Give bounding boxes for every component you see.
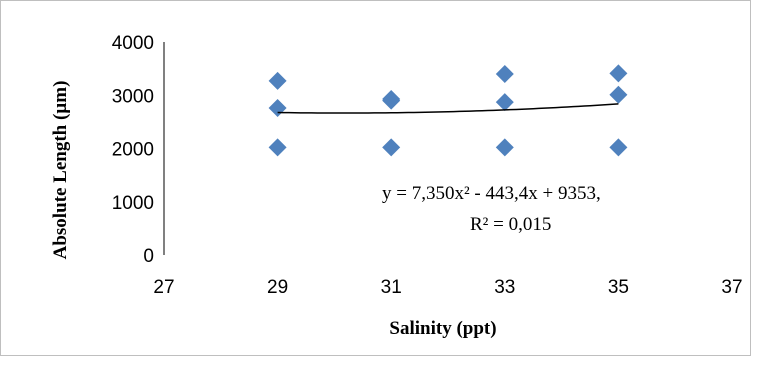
data-point: [382, 138, 401, 157]
trendline-r-squared: R² = 0,015: [470, 214, 551, 235]
y-tick-label: 3000: [112, 86, 154, 107]
y-tick-labels: 0 1000 2000 3000 4000: [112, 33, 154, 267]
data-point: [268, 71, 287, 90]
data-points: [268, 64, 628, 157]
x-tick-label: 35: [608, 277, 629, 298]
x-tick-label: 31: [381, 277, 402, 298]
trendline: [277, 103, 619, 114]
data-point: [609, 85, 628, 104]
data-point: [268, 138, 287, 157]
data-point: [495, 93, 514, 112]
y-tick-label: 4000: [112, 33, 154, 54]
data-point: [609, 138, 628, 157]
x-tick-label: 33: [494, 277, 515, 298]
trendline-equation: y = 7,350x² - 443,4x + 9353,: [382, 183, 601, 204]
data-point: [495, 64, 514, 83]
y-tick-label: 2000: [112, 140, 154, 161]
x-axis-title: Salinity (ppt): [389, 318, 496, 339]
x-tick-label: 37: [721, 277, 742, 298]
data-point: [495, 138, 514, 157]
y-tick-label: 1000: [112, 193, 154, 214]
x-tick-label: 29: [267, 277, 288, 298]
x-tick-label: 27: [153, 277, 174, 298]
data-point: [382, 91, 401, 110]
chart-frame: [0, 0, 751, 356]
y-axis-title: Absolute Length (µm): [50, 81, 71, 260]
data-point: [609, 64, 628, 83]
data-point: [268, 99, 287, 118]
x-tick-labels: 27 29 31 33 35 37: [153, 277, 742, 298]
y-tick-label: 0: [143, 246, 154, 267]
